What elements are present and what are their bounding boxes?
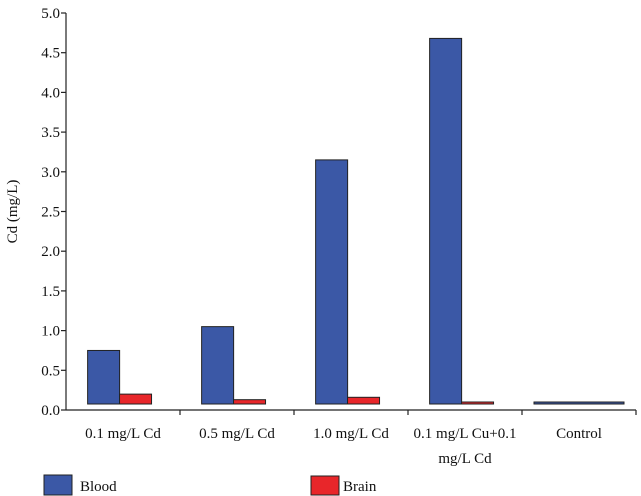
y-tick-label: 0.5 <box>41 363 60 379</box>
bar-brain-3 <box>461 401 495 405</box>
y-tick-label: 4.5 <box>41 46 60 62</box>
bar-blood-2 <box>315 159 349 405</box>
bar-blood-1 <box>201 326 235 405</box>
y-axis-ticks: 0.0 0.5 1.0 1.5 2.0 2.5 3.0 3.5 4.0 4.5 5.0 <box>41 6 66 419</box>
bar-brain-0 <box>119 393 153 405</box>
y-tick-label: 2.0 <box>41 244 60 260</box>
x-category-label: Control <box>556 426 602 442</box>
y-axis-title: Cd (mg/L) <box>5 180 21 244</box>
y-tick-label: 1.0 <box>41 324 60 340</box>
y-tick-label: 3.5 <box>41 125 60 141</box>
legend-swatch-blood <box>43 474 73 496</box>
category-labels: 0.1 mg/L Cd 0.5 mg/L Cd 1.0 mg/L Cd 0.1 mg/… <box>85 426 602 467</box>
legend: Blood Brain <box>43 474 377 496</box>
y-tick-label: 3.0 <box>41 165 60 181</box>
y-tick-label: 2.5 <box>41 205 60 221</box>
legend-swatch-brain <box>310 475 340 496</box>
y-tick-label: 5.0 <box>41 6 60 22</box>
x-axis-ticks <box>179 410 637 415</box>
x-category-label: mg/L Cd <box>438 451 492 467</box>
x-category-label: 0.1 mg/L Cu+0.1 <box>414 426 517 442</box>
x-category-label: 1.0 mg/L Cd <box>313 426 389 442</box>
y-tick-label: 0.0 <box>41 403 60 419</box>
bar-brain-1 <box>233 399 267 405</box>
x-category-label: 0.1 mg/L Cd <box>85 426 161 442</box>
bar-brain-2 <box>347 396 381 405</box>
bar-blood-3 <box>429 37 463 405</box>
legend-label-blood: Blood <box>80 479 117 495</box>
bar-blood-0 <box>87 349 121 405</box>
legend-label-brain: Brain <box>343 479 377 495</box>
y-tick-label: 4.0 <box>41 85 60 101</box>
x-category-label: 0.5 mg/L Cd <box>199 426 275 442</box>
bar-blood-4 <box>533 401 625 405</box>
bars <box>87 37 625 405</box>
y-tick-label: 1.5 <box>41 284 60 300</box>
